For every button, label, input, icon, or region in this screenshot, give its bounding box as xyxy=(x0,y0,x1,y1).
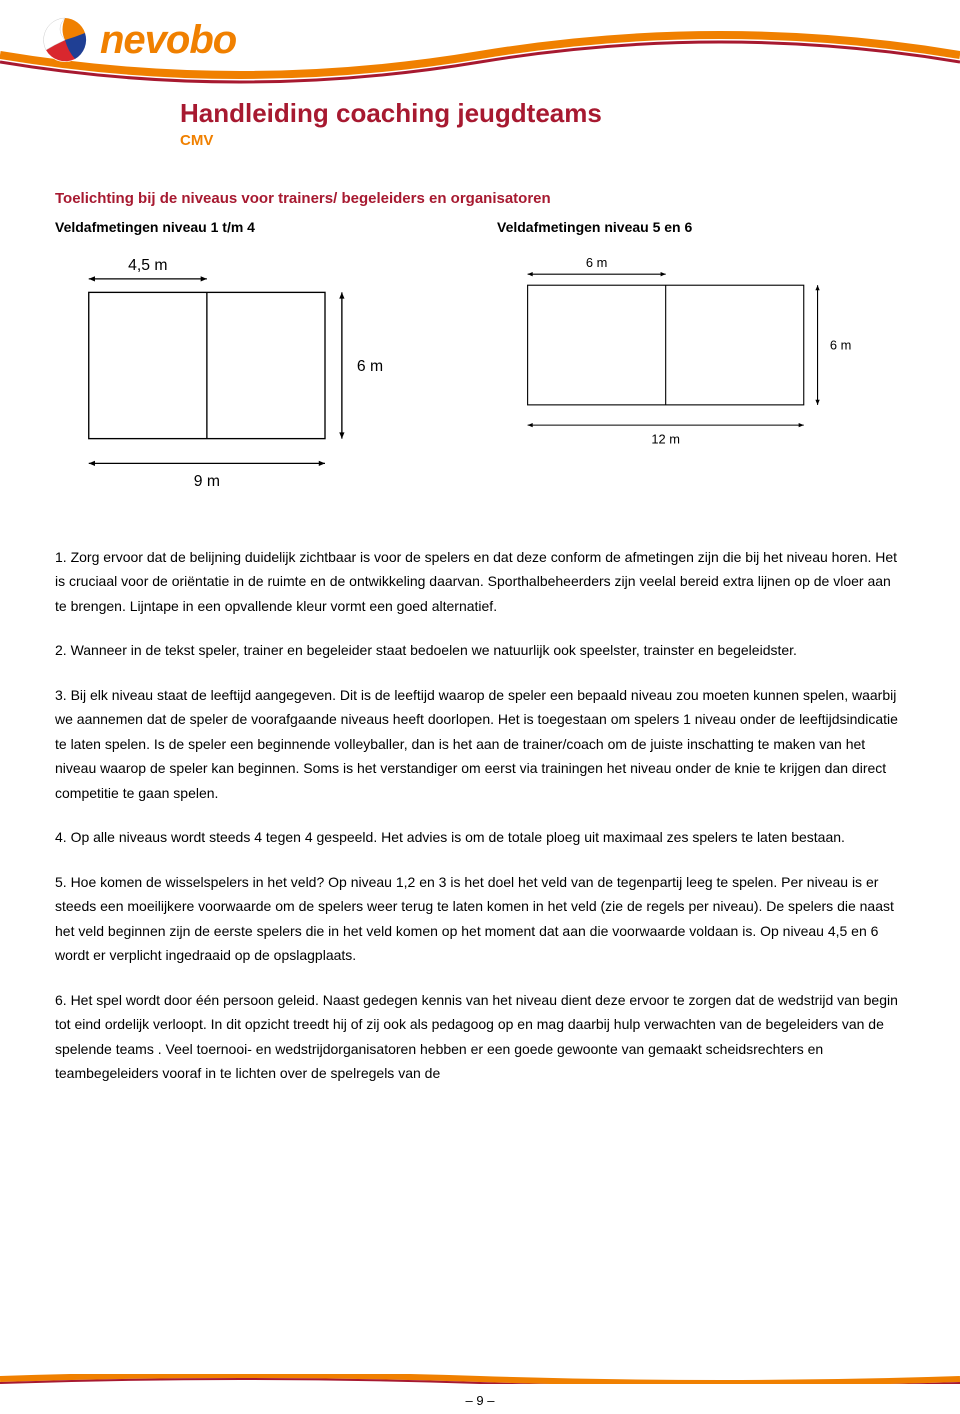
brand-logo: nevobo xyxy=(40,15,236,65)
svg-text:6 m: 6 m xyxy=(357,358,383,375)
page-content: Toelichting bij de niveaus voor trainers… xyxy=(0,190,960,1166)
brand-name: nevobo xyxy=(100,18,236,63)
dimensions-labels-row: Veldafmetingen niveau 1 t/m 4 Veldafmeti… xyxy=(55,219,905,245)
svg-text:6 m: 6 m xyxy=(830,338,851,353)
page-number: – 9 – xyxy=(458,1393,503,1408)
svg-text:6 m: 6 m xyxy=(586,255,607,270)
footer-swoosh xyxy=(0,1374,960,1384)
field-diagram-right: 6 m 6 m 12 m xyxy=(500,253,905,515)
paragraph-5: 5. Hoe komen de wisselspelers in het vel… xyxy=(55,870,905,968)
paragraph-4: 4. Op alle niveaus wordt steeds 4 tegen … xyxy=(55,825,905,850)
paragraph-1: 1. Zorg ervoor dat de belijning duidelij… xyxy=(55,545,905,619)
field-diagram-left: 4,5 m 6 m 9 m xyxy=(55,253,460,515)
document-title: Handleiding coaching jeugdteams xyxy=(180,98,602,129)
document-subtitle: CMV xyxy=(180,132,213,149)
svg-text:9 m: 9 m xyxy=(194,473,220,490)
header-banner: nevobo Handleiding coaching jeugdteams C… xyxy=(0,0,960,190)
dimensions-right-label: Veldafmetingen niveau 5 en 6 xyxy=(497,219,905,235)
volleyball-icon xyxy=(40,15,90,65)
svg-text:12 m: 12 m xyxy=(651,432,680,447)
paragraph-3: 3. Bij elk niveau staat de leeftijd aang… xyxy=(55,683,905,806)
dimensions-left-label: Veldafmetingen niveau 1 t/m 4 xyxy=(55,219,463,235)
paragraph-2: 2. Wanneer in de tekst speler, trainer e… xyxy=(55,638,905,663)
field-diagrams: 4,5 m 6 m 9 m 6 m 6 m 12 m xyxy=(55,253,905,515)
paragraph-6: 6. Het spel wordt door één persoon gelei… xyxy=(55,988,905,1086)
svg-text:4,5 m: 4,5 m xyxy=(128,257,167,274)
section-heading: Toelichting bij de niveaus voor trainers… xyxy=(55,190,905,207)
